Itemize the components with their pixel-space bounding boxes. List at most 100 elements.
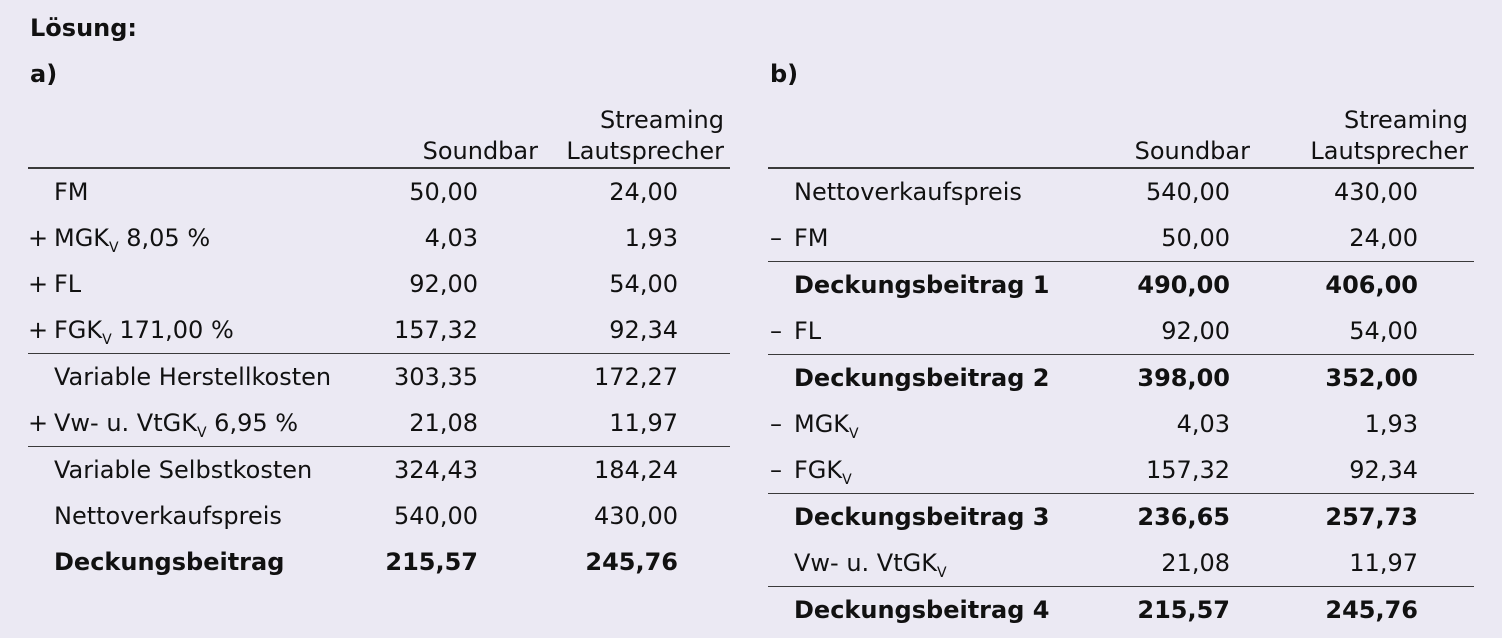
row-label: FL (54, 261, 81, 307)
row-sign: + (28, 409, 49, 437)
table-b-header: Soundbar Streaming Lautsprecher (768, 95, 1474, 167)
table-row: Vw- u. VtGKV 21,08 11,97 (768, 540, 1474, 586)
value-soundbar: 324,43 (394, 456, 478, 484)
table-row: Nettoverkaufspreis 540,00 430,00 (768, 169, 1474, 215)
subtotal-rule (768, 261, 1474, 262)
value-soundbar: 398,00 (1137, 364, 1230, 392)
value-soundbar: 4,03 (1176, 410, 1230, 438)
row-label-subscript: V (936, 565, 947, 581)
row-label-text: FGK (794, 456, 843, 484)
row-label-subscript: V (196, 425, 207, 441)
row-label: Variable Herstellkosten (54, 354, 331, 400)
row-sign: – (770, 317, 782, 345)
value-soundbar: 540,00 (1146, 178, 1230, 206)
row-label-rate: 8,05 % (118, 224, 211, 252)
subtotal-rule (768, 493, 1474, 494)
value-streaming: 1,93 (624, 224, 678, 252)
value-soundbar: 4,03 (424, 224, 478, 252)
header-rule (28, 167, 730, 169)
col-streaming-line2: Lautsprecher (566, 137, 724, 165)
value-streaming: 11,97 (609, 409, 678, 437)
row-sign: + (28, 316, 49, 344)
table-row: Variable Herstellkosten 303,35 172,27 (28, 354, 730, 400)
value-soundbar: 215,57 (1137, 596, 1230, 624)
row-label: FGKV (794, 447, 852, 493)
row-label: Deckungsbeitrag 3 (794, 494, 1049, 540)
row-label-text: FL (54, 270, 82, 298)
table-row: – MGKV 4,03 1,93 (768, 401, 1474, 447)
solution-heading: Lösung: (30, 14, 138, 42)
table-row: – FGKV 157,32 92,34 (768, 447, 1474, 493)
row-label-text: MGK (54, 224, 110, 252)
value-streaming: 406,00 (1325, 271, 1418, 299)
value-soundbar: 92,00 (1161, 317, 1230, 345)
subtotal-rule (768, 586, 1474, 587)
value-soundbar: 21,08 (1161, 549, 1230, 577)
row-label-text: MGK (794, 410, 850, 438)
value-soundbar: 21,08 (409, 409, 478, 437)
value-soundbar: 157,32 (394, 316, 478, 344)
row-label: Vw- u. VtGKV (794, 540, 947, 586)
row-label-rate: 6,95 % (206, 409, 299, 437)
row-label-text: Deckungsbeitrag 3 (794, 503, 1050, 531)
row-sign: – (770, 224, 782, 252)
table-row: – FM 50,00 24,00 (768, 215, 1474, 261)
row-label-text: Deckungsbeitrag 1 (794, 271, 1050, 299)
col-soundbar-header: Soundbar (1068, 95, 1250, 167)
table-row: Variable Selbstkosten 324,43 184,24 (28, 447, 730, 493)
table-a: Soundbar Streaming Lautsprecher FM 50,00 2… (28, 95, 730, 585)
table-row: – FL 92,00 54,00 (768, 308, 1474, 354)
value-streaming: 11,97 (1349, 549, 1418, 577)
row-label: MGKV 8,05 % (54, 215, 210, 261)
value-streaming: 54,00 (609, 270, 678, 298)
table-row: Deckungsbeitrag 215,57 245,76 (28, 539, 730, 585)
col-soundbar-label: Soundbar (1134, 137, 1250, 165)
value-streaming: 245,76 (585, 548, 678, 576)
value-streaming: 24,00 (1349, 224, 1418, 252)
value-streaming: 245,76 (1325, 596, 1418, 624)
row-label: Deckungsbeitrag 2 (794, 355, 1049, 401)
row-label-subscript: V (109, 240, 119, 256)
value-soundbar: 540,00 (394, 502, 478, 530)
table-row: + FGKV 171,00 % 157,32 92,34 (28, 307, 730, 353)
value-streaming: 54,00 (1349, 317, 1418, 345)
col-soundbar-header: Soundbar (348, 95, 538, 167)
table-row: + Vw- u. VtGKV 6,95 % 21,08 11,97 (28, 400, 730, 446)
value-streaming: 92,34 (1349, 456, 1418, 484)
value-streaming: 257,73 (1325, 503, 1418, 531)
value-soundbar: 50,00 (1161, 224, 1230, 252)
row-label: Nettoverkaufspreis (54, 493, 282, 539)
table-a-body: FM 50,00 24,00 + MGKV 8,05 % 4,03 1,93 + FL 92,00… (28, 169, 730, 585)
row-label: Deckungsbeitrag 1 (794, 262, 1049, 308)
col-streaming-header: Streaming Lautsprecher (1258, 95, 1468, 167)
table-row: Deckungsbeitrag 4 215,57 245,76 (768, 587, 1474, 633)
value-streaming: 430,00 (1334, 178, 1418, 206)
value-soundbar: 490,00 (1137, 271, 1230, 299)
row-label: Deckungsbeitrag (54, 539, 284, 585)
subtotal-rule (28, 353, 730, 354)
table-row: Deckungsbeitrag 2 398,00 352,00 (768, 355, 1474, 401)
col-streaming-line2: Lautsprecher (1310, 137, 1468, 165)
row-label-text: Nettoverkaufspreis (794, 178, 1022, 206)
row-label-text: FM (794, 224, 829, 252)
value-streaming: 184,24 (594, 456, 678, 484)
col-streaming-header: Streaming Lautsprecher (528, 95, 724, 167)
row-label: FM (794, 215, 829, 261)
col-streaming-line1: Streaming (1344, 106, 1468, 134)
table-b: Soundbar Streaming Lautsprecher Nettover… (768, 95, 1474, 633)
value-streaming: 1,93 (1364, 410, 1418, 438)
row-label-text: FM (54, 178, 89, 206)
part-b-label: b) (770, 60, 799, 88)
row-sign: – (770, 456, 782, 484)
value-streaming: 172,27 (594, 363, 678, 391)
col-soundbar-label: Soundbar (422, 137, 538, 165)
row-label-text: Nettoverkaufspreis (54, 502, 282, 530)
table-b-body: Nettoverkaufspreis 540,00 430,00– FM 50,00 24… (768, 169, 1474, 633)
row-label-text: Vw- u. VtGK (54, 409, 197, 437)
row-label-subscript: V (849, 426, 859, 442)
row-sign: + (28, 224, 49, 252)
value-soundbar: 303,35 (394, 363, 478, 391)
table-row: Nettoverkaufspreis 540,00 430,00 (28, 493, 730, 539)
table-row: + MGKV 8,05 % 4,03 1,93 (28, 215, 730, 261)
row-label-text: Deckungsbeitrag 4 (794, 596, 1050, 624)
